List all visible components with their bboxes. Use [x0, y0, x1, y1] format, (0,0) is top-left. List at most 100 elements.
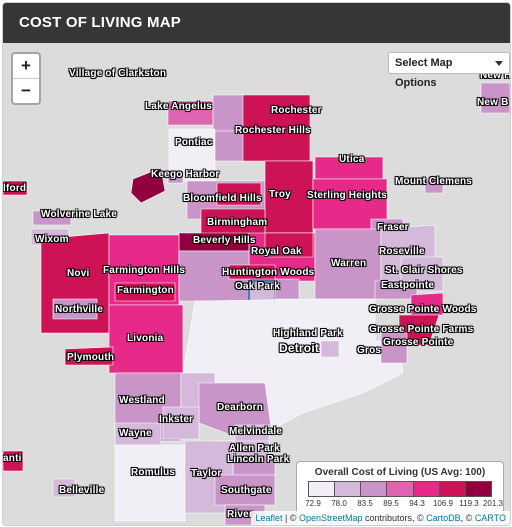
- place-label: Livonia: [127, 333, 164, 344]
- place-label: Wixom: [35, 234, 69, 245]
- map-options-label: Select Map Options: [395, 57, 453, 89]
- place-label: Plymouth: [67, 352, 115, 363]
- place-label: Village of Clarkston: [69, 68, 167, 79]
- legend-swatch: [439, 482, 466, 496]
- place-label: Highland Park: [273, 328, 343, 339]
- place-label: Royal Oak: [251, 246, 302, 257]
- chevron-down-icon: [495, 61, 503, 66]
- place-label: Bloomfield Hills: [183, 193, 262, 204]
- region-farmington[interactable]: [114, 282, 176, 302]
- legend-tick: 83.5: [357, 499, 373, 508]
- region-orchard[interactable]: [167, 170, 184, 184]
- page-title: COST OF LIVING MAP: [19, 14, 181, 31]
- place-label: Sterling Heights: [307, 190, 387, 201]
- region-auburn[interactable]: [214, 130, 244, 162]
- place-label: Huntington Woods: [222, 267, 315, 278]
- region-romulus[interactable]: [114, 444, 186, 522]
- place-label: Romulus: [131, 467, 176, 478]
- region-grosse-pointe-woods[interactable]: [410, 292, 444, 316]
- place-label: anti: [3, 453, 22, 464]
- place-label: Fraser: [377, 222, 409, 233]
- header-bar: COST OF LIVING MAP: [3, 3, 510, 43]
- region-plymouth[interactable]: [64, 346, 114, 366]
- region-southgate[interactable]: [214, 474, 276, 506]
- region-keego-harbor[interactable]: [130, 167, 166, 204]
- choropleth-layer[interactable]: [3, 43, 510, 525]
- cartodb-link[interactable]: CartoDB: [426, 513, 461, 523]
- place-label: Beverly Hills: [193, 235, 256, 246]
- attribution-text: , ©: [460, 513, 475, 523]
- place-label: Westland: [119, 395, 165, 406]
- legend-swatch: [309, 482, 336, 496]
- legend-tick: 78.0: [331, 499, 347, 508]
- carto-link[interactable]: CARTO: [474, 513, 506, 523]
- map-options-dropdown[interactable]: Select Map Options: [388, 52, 510, 89]
- region-inkster[interactable]: [162, 406, 200, 440]
- legend-color-bar: [308, 481, 492, 497]
- place-label: Mount Clemens: [395, 176, 473, 187]
- zoom-control: + −: [11, 52, 41, 105]
- legend-tick: 119.3: [459, 499, 479, 508]
- legend-swatch: [335, 482, 362, 496]
- place-label: Grosse Pointe Farms: [369, 324, 474, 335]
- place-label: Oak Park: [235, 281, 280, 292]
- attribution-text: contributors, ©: [362, 513, 427, 523]
- region-hamtramck[interactable]: [320, 340, 340, 358]
- place-label: Gros: [357, 345, 382, 356]
- place-label: Belleville: [59, 485, 105, 496]
- region-grosse-pointe[interactable]: [380, 332, 408, 364]
- legend-swatch: [465, 482, 491, 496]
- place-label: Birmingham: [207, 217, 268, 228]
- place-label: Keego Harbor: [151, 169, 220, 180]
- place-label: Inkster: [159, 414, 194, 425]
- place-label: Wolverine Lake: [41, 209, 117, 220]
- region-clawson[interactable]: [264, 232, 314, 258]
- map-attribution: Leaflet | © OpenStreetMap contributors, …: [251, 511, 510, 525]
- region-bloomfield-core[interactable]: [216, 182, 262, 206]
- place-label: Novi: [67, 268, 90, 279]
- legend-swatch: [387, 482, 414, 496]
- map-canvas[interactable]: Village of Clarkston Lake Angelus Roches…: [3, 43, 510, 525]
- zoom-out-button[interactable]: −: [21, 81, 31, 100]
- place-label: Southgate: [221, 485, 272, 496]
- place-label: Farmington: [117, 285, 174, 296]
- place-label: River: [227, 509, 254, 520]
- place-label: Lincoln Park: [227, 454, 290, 465]
- place-label: Pontiac: [175, 137, 213, 148]
- place-label: Grosse Pointe Woods: [369, 304, 477, 315]
- place-label: Allen Park: [229, 443, 280, 454]
- place-label: Rochester Hills: [235, 125, 311, 136]
- place-label: Taylor: [191, 468, 222, 479]
- place-label: Utica: [339, 154, 365, 165]
- legend-tick: 72.9: [305, 499, 321, 508]
- region-northeast-edge[interactable]: [480, 82, 510, 114]
- legend-swatch: [413, 482, 440, 496]
- region-northville[interactable]: [52, 298, 98, 320]
- place-label: Grosse Pointe: [383, 337, 454, 348]
- place-label: Warren: [331, 258, 367, 269]
- place-label: Roseville: [379, 246, 425, 257]
- region-belleville[interactable]: [52, 478, 76, 498]
- legend-ticks: 72.9 78.0 83.5 89.5 94.3 106.9 119.3 201…: [301, 499, 503, 509]
- place-label: Melvindale: [229, 426, 283, 437]
- place-label: Troy: [269, 189, 291, 200]
- place-label: Lake Angelus: [145, 101, 213, 112]
- place-label: Detroit: [279, 341, 320, 355]
- place-label: New B: [477, 97, 509, 108]
- region-mount-clemens[interactable]: [424, 178, 444, 194]
- place-label: New Haven: [480, 70, 510, 81]
- osm-link[interactable]: OpenStreetMap: [298, 513, 363, 523]
- place-label: St. Clair Shores: [385, 265, 463, 276]
- leaflet-link[interactable]: Leaflet: [255, 513, 283, 523]
- legend-tick: 94.3: [409, 499, 425, 508]
- attribution-text: | ©: [282, 513, 299, 523]
- region-lford[interactable]: [3, 180, 28, 196]
- legend-title: Overall Cost of Living (US Avg: 100): [314, 467, 486, 478]
- place-label: Farmington Hills: [103, 265, 186, 276]
- legend-tick: 106.9: [432, 499, 454, 508]
- zoom-in-button[interactable]: +: [13, 54, 39, 79]
- region-anti[interactable]: [3, 450, 24, 472]
- region-wolverine-lake[interactable]: [32, 210, 72, 226]
- place-label: lford: [3, 183, 27, 194]
